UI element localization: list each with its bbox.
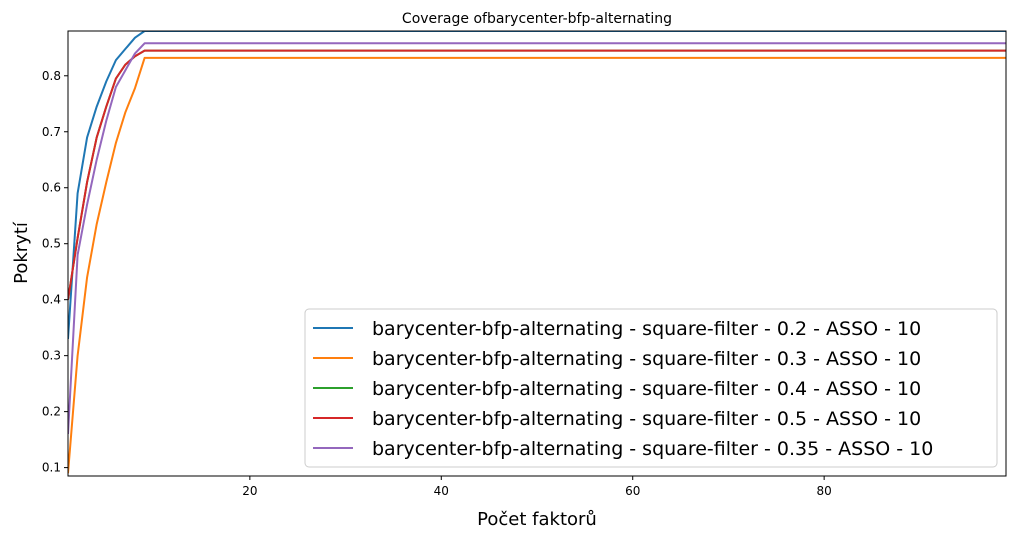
legend-label-1: barycenter-bfp-alternating - square-filt…: [372, 318, 921, 340]
x-tick-label: 80: [817, 484, 832, 498]
legend-label-4: barycenter-bfp-alternating - square-filt…: [372, 408, 921, 430]
legend-label-5: barycenter-bfp-alternating - square-filt…: [372, 438, 933, 460]
y-tick-label: 0.8: [42, 69, 61, 83]
series-layer: [68, 31, 1006, 474]
y-tick-label: 0.7: [42, 125, 61, 139]
y-tick-label: 0.3: [42, 349, 61, 363]
y-tick-label: 0.2: [42, 405, 61, 419]
x-axis: 20 40 60 80: [242, 476, 832, 498]
x-tick-label: 20: [242, 484, 257, 498]
series-line-4: [68, 49, 1006, 300]
y-tick-label: 0.6: [42, 181, 61, 195]
y-tick-label: 0.1: [42, 461, 61, 475]
x-tick-label: 40: [434, 484, 449, 498]
x-tick-label: 60: [625, 484, 640, 498]
y-axis: 0.1 0.2 0.3 0.4 0.5 0.6 0.7 0.8: [42, 69, 68, 475]
x-axis-label: Počet faktorů: [477, 509, 597, 530]
y-axis-label: Pokrytí: [11, 221, 32, 284]
y-tick-label: 0.4: [42, 293, 61, 307]
chart-title: Coverage ofbarycenter-bfp-alternating: [402, 11, 672, 27]
legend: barycenter-bfp-alternating - square-filt…: [304, 308, 998, 468]
legend-box: [304, 308, 998, 468]
legend-label-2: barycenter-bfp-alternating - square-filt…: [372, 348, 921, 370]
series-line-1: [68, 31, 1006, 339]
series-line-5: [68, 42, 1006, 435]
series-line-2: [68, 56, 1006, 474]
series-line-3: [68, 49, 1006, 300]
legend-label-3: barycenter-bfp-alternating - square-filt…: [372, 378, 921, 400]
plot-frame: [67, 30, 1007, 477]
y-tick-label: 0.5: [42, 237, 61, 251]
